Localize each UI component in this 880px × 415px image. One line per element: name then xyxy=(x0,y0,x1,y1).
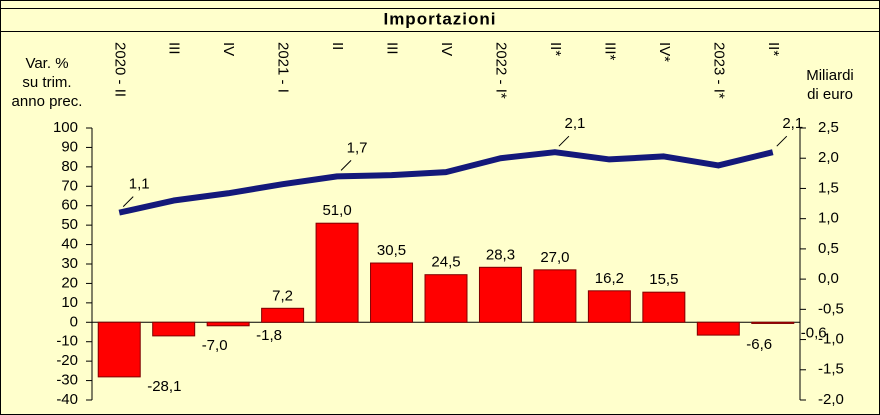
y-tick-label: 70 xyxy=(61,177,78,194)
y-tick-label: -30 xyxy=(56,372,78,389)
x-tick-label: 2021 - I xyxy=(275,42,292,93)
bar xyxy=(533,269,577,323)
y2-tick-label: 1,5 xyxy=(818,179,839,196)
data-label: 16,2 xyxy=(595,270,624,287)
y2-axis-label: di euro xyxy=(807,86,853,103)
bar xyxy=(370,262,414,323)
data-label: -28,1 xyxy=(147,378,181,395)
bar xyxy=(261,307,305,323)
bar xyxy=(587,290,631,323)
y-tick-label: 60 xyxy=(61,197,78,214)
y-tick-label: 30 xyxy=(61,255,78,272)
y2-tick-label: -1,0 xyxy=(818,331,844,348)
bar xyxy=(751,321,795,324)
y2-tick-label: -0,5 xyxy=(818,300,844,317)
y-axis-label: Var. % xyxy=(25,55,68,72)
x-tick-label: IV xyxy=(220,42,237,56)
y-tick-label: 100 xyxy=(53,119,78,136)
y-tick-label: -40 xyxy=(56,391,78,408)
y2-tick-label: 2,5 xyxy=(818,119,839,136)
label-leader xyxy=(340,160,352,171)
line xyxy=(118,149,774,216)
bar xyxy=(97,321,141,378)
label-leader xyxy=(776,135,788,147)
y-axis-label: anno prec. xyxy=(12,93,83,110)
x-tick-label: IV* xyxy=(656,42,673,62)
data-label: 15,5 xyxy=(649,271,678,288)
bar xyxy=(478,266,522,323)
data-label: 51,0 xyxy=(322,202,351,219)
x-tick-label: III* xyxy=(601,42,618,61)
x-tick-label: II xyxy=(329,42,346,50)
x-tick-label: II* xyxy=(547,42,564,56)
x-tick-label: 2020 - II xyxy=(111,42,128,97)
data-label: 2,1 xyxy=(782,115,803,132)
bar xyxy=(206,321,250,327)
y2-axis-label: Miliardi xyxy=(806,67,854,84)
x-tick-label: 2022 - I* xyxy=(492,42,509,99)
y-tick-label: -10 xyxy=(56,333,78,350)
y-axis-label: su trim. xyxy=(22,74,71,91)
y-tick-label: 10 xyxy=(61,294,78,311)
data-label: 1,1 xyxy=(129,176,150,193)
y2-tick-label: 2,0 xyxy=(818,149,839,166)
y2-tick-label: -1,5 xyxy=(818,361,844,378)
data-label: 1,7 xyxy=(347,139,368,156)
data-label: 2,1 xyxy=(564,115,585,132)
y-tick-label: 40 xyxy=(61,236,78,253)
y-tick-label: 90 xyxy=(61,138,78,155)
bar xyxy=(152,321,196,337)
y-tick-label: 80 xyxy=(61,158,78,175)
data-label: -7,0 xyxy=(202,337,228,354)
y2-tick-label: 0,0 xyxy=(818,270,839,287)
y-tick-label: 50 xyxy=(61,216,78,233)
data-label: -1,8 xyxy=(256,327,282,344)
x-tick-label: IV xyxy=(438,42,455,56)
x-tick-label: II* xyxy=(765,42,782,56)
y-tick-label: -20 xyxy=(56,352,78,369)
y-tick-label: 20 xyxy=(61,274,78,291)
label-leader xyxy=(558,135,570,147)
data-label: 30,5 xyxy=(377,242,406,259)
bar xyxy=(315,222,359,323)
data-label: -6,6 xyxy=(746,336,772,353)
x-tick-label: III xyxy=(166,42,183,55)
label-leader xyxy=(122,196,134,207)
x-tick-label: III xyxy=(384,42,401,55)
y2-tick-label: 1,0 xyxy=(818,210,839,227)
y2-tick-label: -2,0 xyxy=(818,391,844,408)
y2-tick-label: 0,5 xyxy=(818,240,839,257)
data-label: 24,5 xyxy=(431,254,460,271)
data-label: 27,0 xyxy=(540,249,569,266)
y-tick-label: 0 xyxy=(70,313,78,330)
data-label: 28,3 xyxy=(486,246,515,263)
bar xyxy=(696,321,740,336)
data-label: 7,2 xyxy=(272,287,293,304)
chart-title: Importazioni xyxy=(383,9,496,28)
data-label: -0,6 xyxy=(801,324,827,341)
x-tick-label: 2023 - I* xyxy=(710,42,727,99)
bar xyxy=(642,291,686,323)
bar xyxy=(424,274,468,323)
